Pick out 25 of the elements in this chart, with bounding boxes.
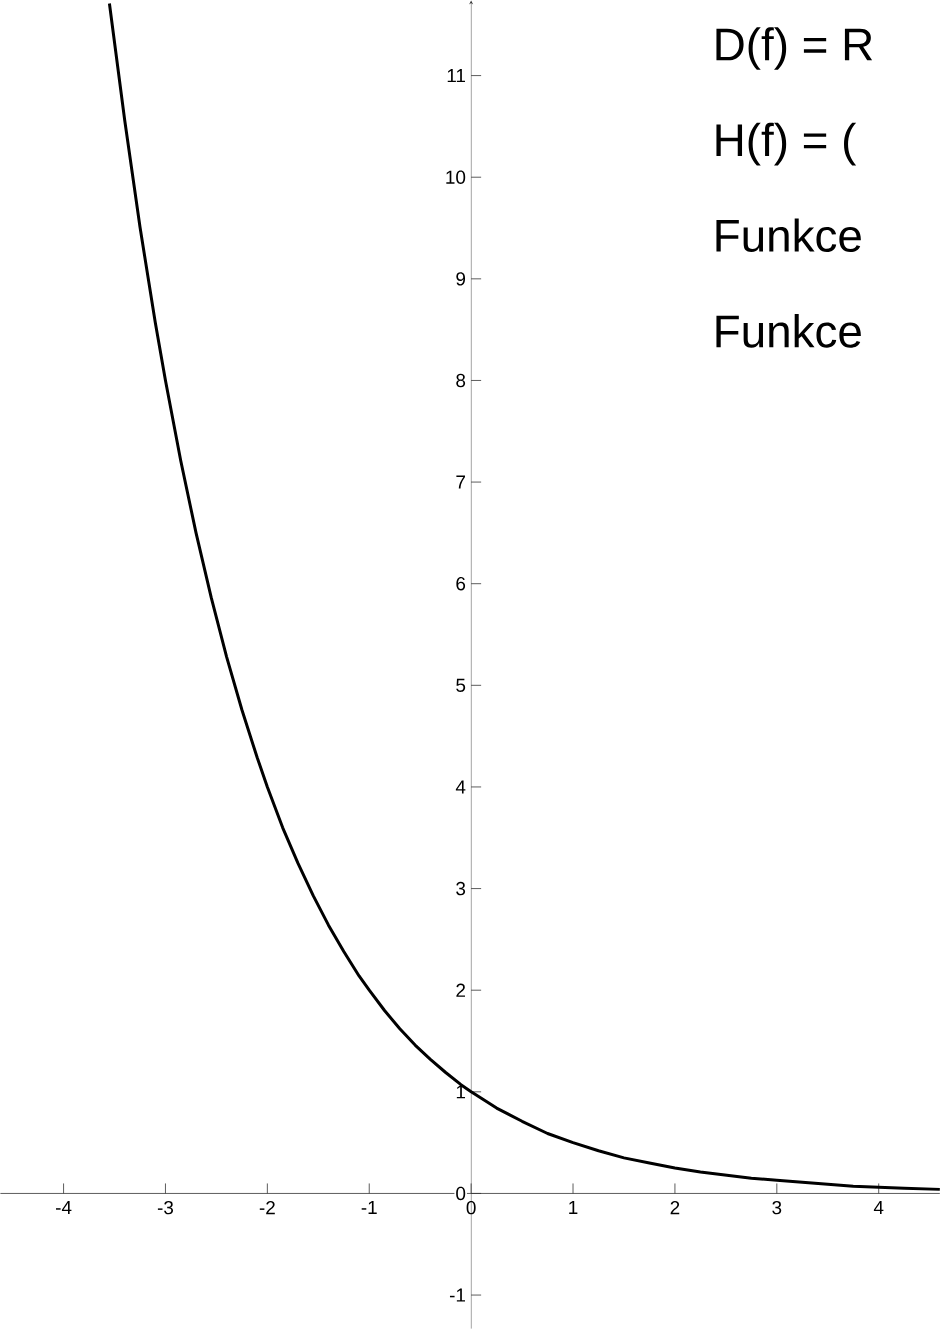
x-tick-label: 2	[670, 1200, 680, 1215]
annotation: D(f) = R	[716, 27, 872, 70]
y-tick-label: 10	[446, 170, 466, 184]
x-tick-label: 1	[569, 1200, 578, 1214]
x-tick-label: 0	[466, 1200, 476, 1215]
annotation: H(f) = (	[716, 122, 856, 166]
y-tick-label: 4	[455, 780, 466, 794]
y-tick-label: 9	[456, 272, 465, 286]
y-tick-label: 11	[447, 69, 465, 83]
y-tick-label: -1	[449, 1288, 465, 1302]
y-tick-label: 3	[455, 881, 465, 896]
x-tick-label: -1	[361, 1200, 377, 1214]
y-tick-label: 0	[456, 1186, 466, 1201]
x-tick-label: 3	[772, 1200, 782, 1215]
x-tick-label: 4	[873, 1200, 884, 1214]
annotation: Funkce	[716, 218, 861, 253]
y-tick-label: 5	[456, 678, 465, 692]
annotation: Funkce	[716, 314, 861, 348]
y-tick-label: 2	[456, 983, 465, 997]
x-tick-label: -2	[259, 1200, 275, 1215]
y-tick-label: 6	[456, 577, 465, 591]
y-tick-label: 8	[456, 373, 465, 388]
x-tick-label: -3	[157, 1200, 173, 1215]
y-tick-label: 7	[456, 475, 465, 489]
x-tick-label: -4	[55, 1200, 72, 1214]
